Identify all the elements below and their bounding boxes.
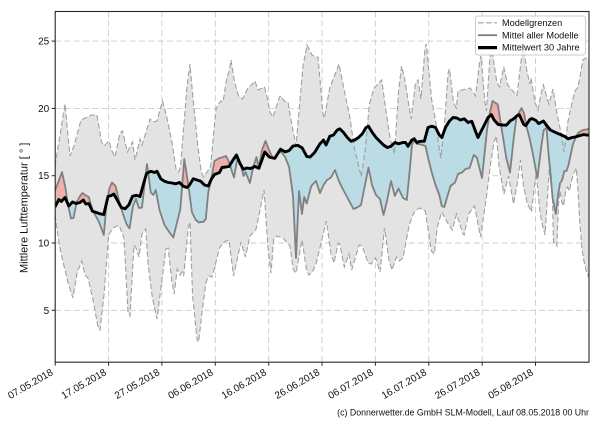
svg-text:25: 25 [38,37,50,48]
svg-text:20: 20 [38,104,50,115]
svg-text:15: 15 [38,171,50,182]
svg-text:5: 5 [44,306,50,317]
svg-text:Mittelwert 30 Jahre: Mittelwert 30 Jahre [502,43,580,53]
svg-text:Mittlere Lufttemperatur [ ° ]: Mittlere Lufttemperatur [ ° ] [19,143,31,273]
svg-text:10: 10 [38,239,50,250]
svg-text:(c) Donnerwetter.de GmbH SLM-M: (c) Donnerwetter.de GmbH SLM-Modell, Lau… [337,408,589,418]
svg-text:Mittel aller Modelle: Mittel aller Modelle [502,30,579,40]
svg-text:Modellgrenzen: Modellgrenzen [502,18,562,28]
